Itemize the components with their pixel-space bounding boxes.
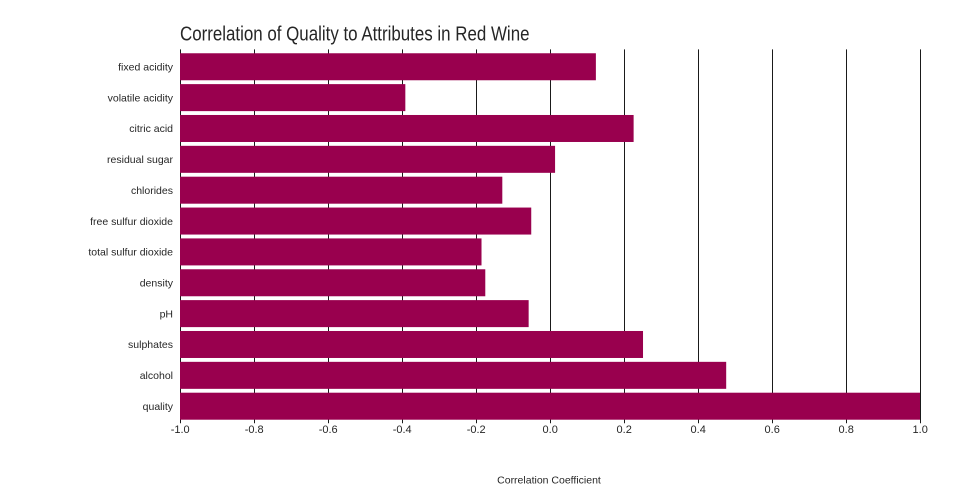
- svg-text:quality: quality: [143, 401, 174, 413]
- svg-text:residual sugar: residual sugar: [107, 154, 173, 166]
- svg-text:total sulfur dioxide: total sulfur dioxide: [88, 247, 173, 259]
- svg-text:pH: pH: [160, 308, 173, 320]
- svg-text:-0.4: -0.4: [393, 424, 412, 436]
- svg-text:0.8: 0.8: [839, 424, 854, 436]
- svg-text:sulphates: sulphates: [128, 339, 173, 351]
- svg-text:-0.8: -0.8: [245, 424, 264, 436]
- svg-text:fixed acidity: fixed acidity: [118, 61, 174, 73]
- svg-text:0.0: 0.0: [543, 424, 558, 436]
- svg-text:free sulfur dioxide: free sulfur dioxide: [90, 216, 173, 228]
- svg-text:chlorides: chlorides: [131, 185, 173, 197]
- svg-text:0.6: 0.6: [765, 424, 780, 436]
- svg-text:alcohol: alcohol: [140, 370, 173, 382]
- svg-text:Correlation Coefficient: Correlation Coefficient: [497, 475, 601, 487]
- svg-text:citric acid: citric acid: [129, 123, 173, 135]
- svg-text:volatile acidity: volatile acidity: [108, 92, 174, 104]
- svg-text:0.2: 0.2: [617, 424, 632, 436]
- svg-text:density: density: [140, 277, 174, 289]
- svg-text:Correlation of Quality to Attr: Correlation of Quality to Attributes in …: [180, 23, 530, 46]
- svg-text:0.4: 0.4: [691, 424, 706, 436]
- svg-text:-0.6: -0.6: [319, 424, 338, 436]
- svg-text:-0.2: -0.2: [467, 424, 486, 436]
- svg-text:-1.0: -1.0: [171, 424, 190, 436]
- svg-text:1.0: 1.0: [913, 424, 928, 436]
